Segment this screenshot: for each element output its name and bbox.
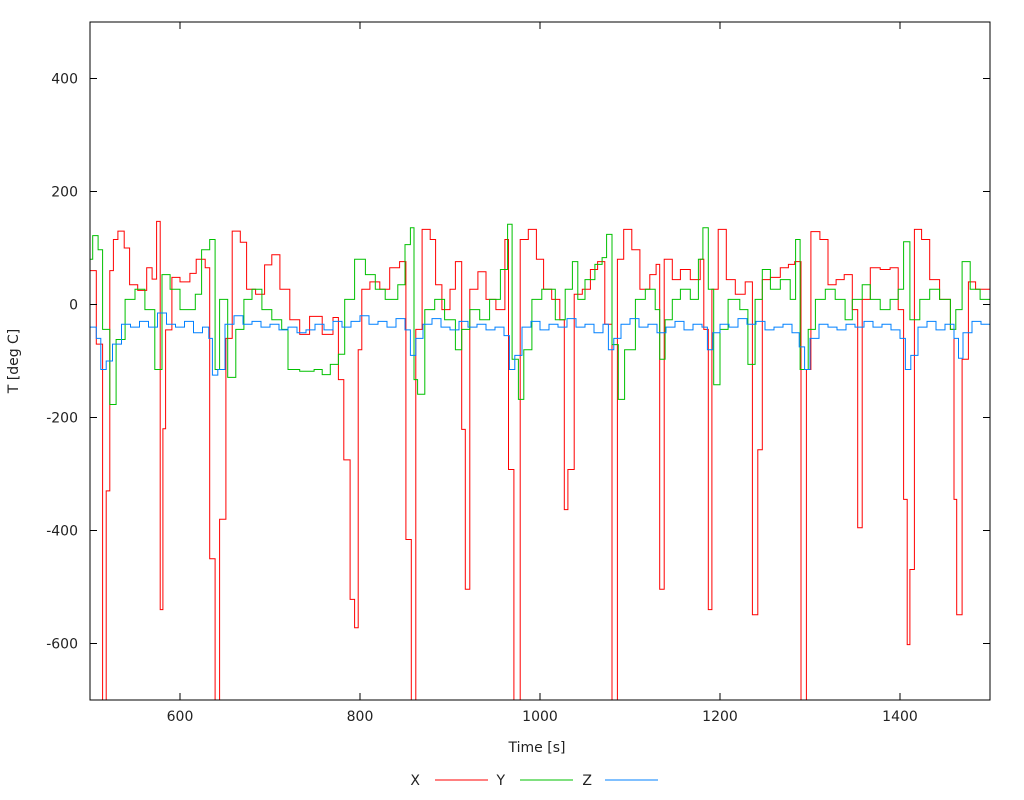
y-tick-label: 400 bbox=[51, 72, 78, 88]
x-tick-label: 1200 bbox=[702, 709, 738, 725]
series-line-x bbox=[90, 220, 990, 700]
x-axis-label: Time [s] bbox=[508, 740, 566, 756]
y-tick-label: 0 bbox=[69, 298, 78, 314]
y-axis-label: T [deg C] bbox=[6, 329, 22, 395]
ticks-layer: 600 800 1000 1200 1400 400 200 0 -200 -400 -600 bbox=[46, 22, 990, 725]
y-tick-label: -200 bbox=[46, 411, 78, 427]
y-tick-label: -400 bbox=[46, 524, 78, 540]
x-tick-label: 1000 bbox=[522, 709, 558, 725]
x-tick-label: 1400 bbox=[882, 709, 918, 725]
x-tick-label: 600 bbox=[167, 709, 194, 725]
legend-label-y: Y bbox=[495, 773, 505, 789]
series-line-y bbox=[90, 223, 990, 405]
legend-label-z: Z bbox=[582, 773, 592, 789]
legend-label-x: X bbox=[410, 773, 420, 789]
series-line-z bbox=[90, 312, 990, 376]
legend: X Y Z bbox=[410, 773, 658, 789]
y-tick-label: 200 bbox=[51, 185, 78, 201]
y-tick-label: -600 bbox=[46, 637, 78, 653]
x-tick-label: 800 bbox=[347, 709, 374, 725]
series-layer bbox=[90, 220, 990, 700]
